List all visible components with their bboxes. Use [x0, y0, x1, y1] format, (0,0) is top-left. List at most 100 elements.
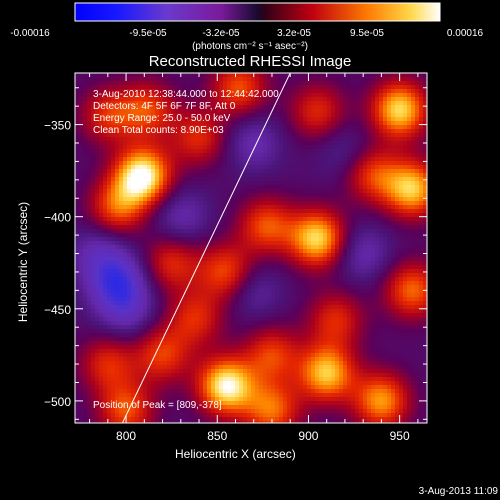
heatmap-cell — [375, 81, 379, 85]
heatmap-cell — [407, 81, 411, 85]
heatmap-cell — [419, 77, 423, 81]
heatmap-cell — [123, 257, 127, 261]
heatmap-cell — [155, 229, 159, 233]
heatmap-cell — [199, 289, 203, 293]
heatmap-cell — [363, 197, 367, 201]
heatmap-cell — [199, 285, 203, 289]
heatmap-cell — [151, 285, 155, 289]
heatmap-cell — [395, 201, 399, 205]
heatmap-cell — [419, 129, 423, 133]
heatmap-cell — [123, 213, 127, 217]
heatmap-cell — [299, 261, 303, 265]
heatmap-cell — [339, 281, 343, 285]
heatmap-cell — [367, 193, 371, 197]
heatmap-cell — [411, 213, 415, 217]
heatmap-cell — [123, 189, 127, 193]
heatmap-cell — [375, 101, 379, 105]
heatmap-cell — [87, 149, 91, 153]
heatmap-cell — [135, 273, 139, 277]
heatmap-cell — [283, 125, 287, 129]
heatmap-cell — [115, 133, 119, 137]
heatmap-cell — [403, 129, 407, 133]
heatmap-cell — [319, 125, 323, 129]
heatmap-cell — [87, 289, 91, 293]
heatmap-cell — [319, 229, 323, 233]
heatmap-cell — [383, 281, 387, 285]
heatmap-cell — [299, 269, 303, 273]
heatmap-cell — [123, 237, 127, 241]
heatmap-cell — [307, 241, 311, 245]
heatmap-cell — [219, 153, 223, 157]
heatmap-cell — [415, 161, 419, 165]
heatmap-cell — [243, 189, 247, 193]
heatmap-cell — [243, 241, 247, 245]
heatmap-cell — [371, 281, 375, 285]
heatmap-cell — [335, 229, 339, 233]
heatmap-cell — [347, 77, 351, 81]
heatmap-cell — [343, 185, 347, 189]
heatmap-cell — [163, 81, 167, 85]
heatmap-cell — [355, 97, 359, 101]
heatmap-cell — [271, 121, 275, 125]
heatmap-cell — [95, 77, 99, 81]
heatmap-cell — [355, 141, 359, 145]
heatmap-cell — [111, 297, 115, 301]
heatmap-cell — [199, 161, 203, 165]
heatmap-cell — [259, 137, 263, 141]
heatmap-cell — [399, 245, 403, 249]
heatmap-cell — [243, 197, 247, 201]
heatmap-cell — [175, 261, 179, 265]
heatmap-cell — [107, 213, 111, 217]
heatmap-cell — [291, 273, 295, 277]
heatmap-cell — [231, 181, 235, 185]
heatmap-cell — [307, 97, 311, 101]
heatmap-cell — [123, 285, 127, 289]
heatmap-cell — [251, 185, 255, 189]
heatmap-cell — [283, 233, 287, 237]
heatmap-cell — [235, 297, 239, 301]
heatmap-cell — [83, 249, 87, 253]
heatmap-cell — [359, 257, 363, 261]
heatmap-cell — [235, 169, 239, 173]
colorbar-tick-label: 9.5e-05 — [350, 28, 384, 39]
heatmap-cell — [119, 161, 123, 165]
heatmap-cell — [195, 277, 199, 281]
heatmap-cell — [351, 281, 355, 285]
heatmap-cell — [247, 101, 251, 105]
heatmap-cell — [263, 97, 267, 101]
heatmap-cell — [283, 109, 287, 113]
heatmap-cell — [323, 157, 327, 161]
heatmap-cell — [159, 205, 163, 209]
heatmap-cell — [411, 205, 415, 209]
heatmap-cell — [259, 145, 263, 149]
heatmap-cell — [171, 185, 175, 189]
heatmap-cell — [359, 249, 363, 253]
heatmap-cell — [151, 109, 155, 113]
heatmap-cell — [307, 125, 311, 129]
heatmap-cell — [147, 113, 151, 117]
heatmap-cell — [119, 185, 123, 189]
heatmap-cell — [387, 105, 391, 109]
heatmap-cell — [191, 85, 195, 89]
heatmap-cell — [307, 113, 311, 117]
heatmap-cell — [175, 217, 179, 221]
heatmap-cell — [195, 73, 199, 77]
heatmap-cell — [79, 129, 83, 133]
heatmap-cell — [375, 233, 379, 237]
heatmap-cell — [387, 249, 391, 253]
heatmap-cell — [327, 265, 331, 269]
heatmap-cell — [207, 133, 211, 137]
heatmap-cell — [247, 293, 251, 297]
heatmap-cell — [199, 73, 203, 77]
heatmap-cell — [79, 153, 83, 157]
heatmap-cell — [211, 237, 215, 241]
heatmap-cell — [91, 141, 95, 145]
heatmap-cell — [175, 181, 179, 185]
heatmap-cell — [295, 277, 299, 281]
heatmap-cell — [235, 97, 239, 101]
heatmap-cell — [155, 237, 159, 241]
heatmap-cell — [235, 233, 239, 237]
heatmap-cell — [279, 73, 283, 77]
heatmap-cell — [371, 141, 375, 145]
colorbar-tick-label: -0.00016 — [10, 28, 50, 39]
